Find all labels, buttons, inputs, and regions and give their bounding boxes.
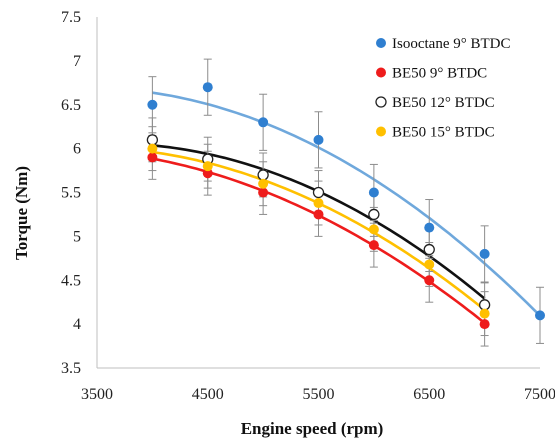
data-point [479, 248, 490, 259]
y-tick-label: 4 [73, 316, 81, 333]
data-point [423, 243, 435, 256]
data-point [147, 152, 158, 163]
x-tick-label: 4500 [192, 386, 224, 403]
axes: 3.5 4 4.5 5 5.5 6 6.5 7 7.5 3500 4500 5500 6500 7500 [61, 9, 555, 403]
data-point [368, 240, 379, 251]
data-points [146, 82, 545, 330]
legend: Isooctane 9° BTDC BE50 9° BTDC BE50 12° BT… [375, 36, 510, 141]
x-axis-title: Engine speed (rpm) [241, 419, 384, 438]
y-axis-title: Torque (Nm) [12, 166, 31, 260]
data-point [312, 186, 325, 199]
data-point [368, 187, 379, 198]
data-point [147, 143, 158, 154]
y-tick-label: 6 [73, 141, 81, 158]
data-point [313, 134, 324, 145]
data-point [424, 222, 435, 233]
legend-marker [375, 96, 387, 108]
data-point [424, 259, 435, 270]
trendline [152, 91, 541, 317]
data-point [368, 208, 380, 221]
y-tick-label: 7.5 [61, 9, 81, 26]
data-point [313, 198, 324, 209]
x-tick-label: 7500 [524, 386, 555, 403]
legend-label: Isooctane 9° BTDC [392, 36, 510, 52]
x-tick-label: 3500 [81, 386, 113, 403]
data-point [258, 117, 269, 128]
y-tick-label: 7 [73, 53, 81, 70]
data-point [313, 209, 324, 220]
data-point [368, 224, 379, 235]
y-tick-label: 4.5 [61, 272, 81, 289]
legend-label: BE50 15° BTDC [392, 125, 495, 141]
data-point [478, 299, 491, 311]
data-point [147, 99, 158, 110]
x-tick-label: 6500 [413, 386, 445, 403]
y-tick-label: 5 [73, 228, 81, 245]
legend-marker [376, 67, 386, 78]
data-point [424, 275, 435, 286]
y-tick-label: 5.5 [61, 185, 81, 202]
data-point [258, 178, 269, 189]
legend-marker [376, 126, 386, 137]
data-point [535, 310, 545, 321]
data-point [258, 187, 269, 198]
legend-marker [376, 38, 386, 48]
data-point [202, 82, 213, 93]
legend-label: BE50 12° BTDC [392, 95, 495, 111]
x-tick-label: 5500 [303, 386, 335, 403]
data-point [146, 134, 159, 146]
data-point [202, 161, 213, 172]
data-point [202, 168, 213, 179]
y-tick-label: 3.5 [61, 360, 81, 377]
data-point [479, 319, 490, 330]
data-point [479, 308, 490, 319]
legend-label: BE50 9° BTDC [392, 66, 487, 82]
y-tick-label: 6.5 [61, 97, 81, 114]
data-point [257, 169, 269, 181]
